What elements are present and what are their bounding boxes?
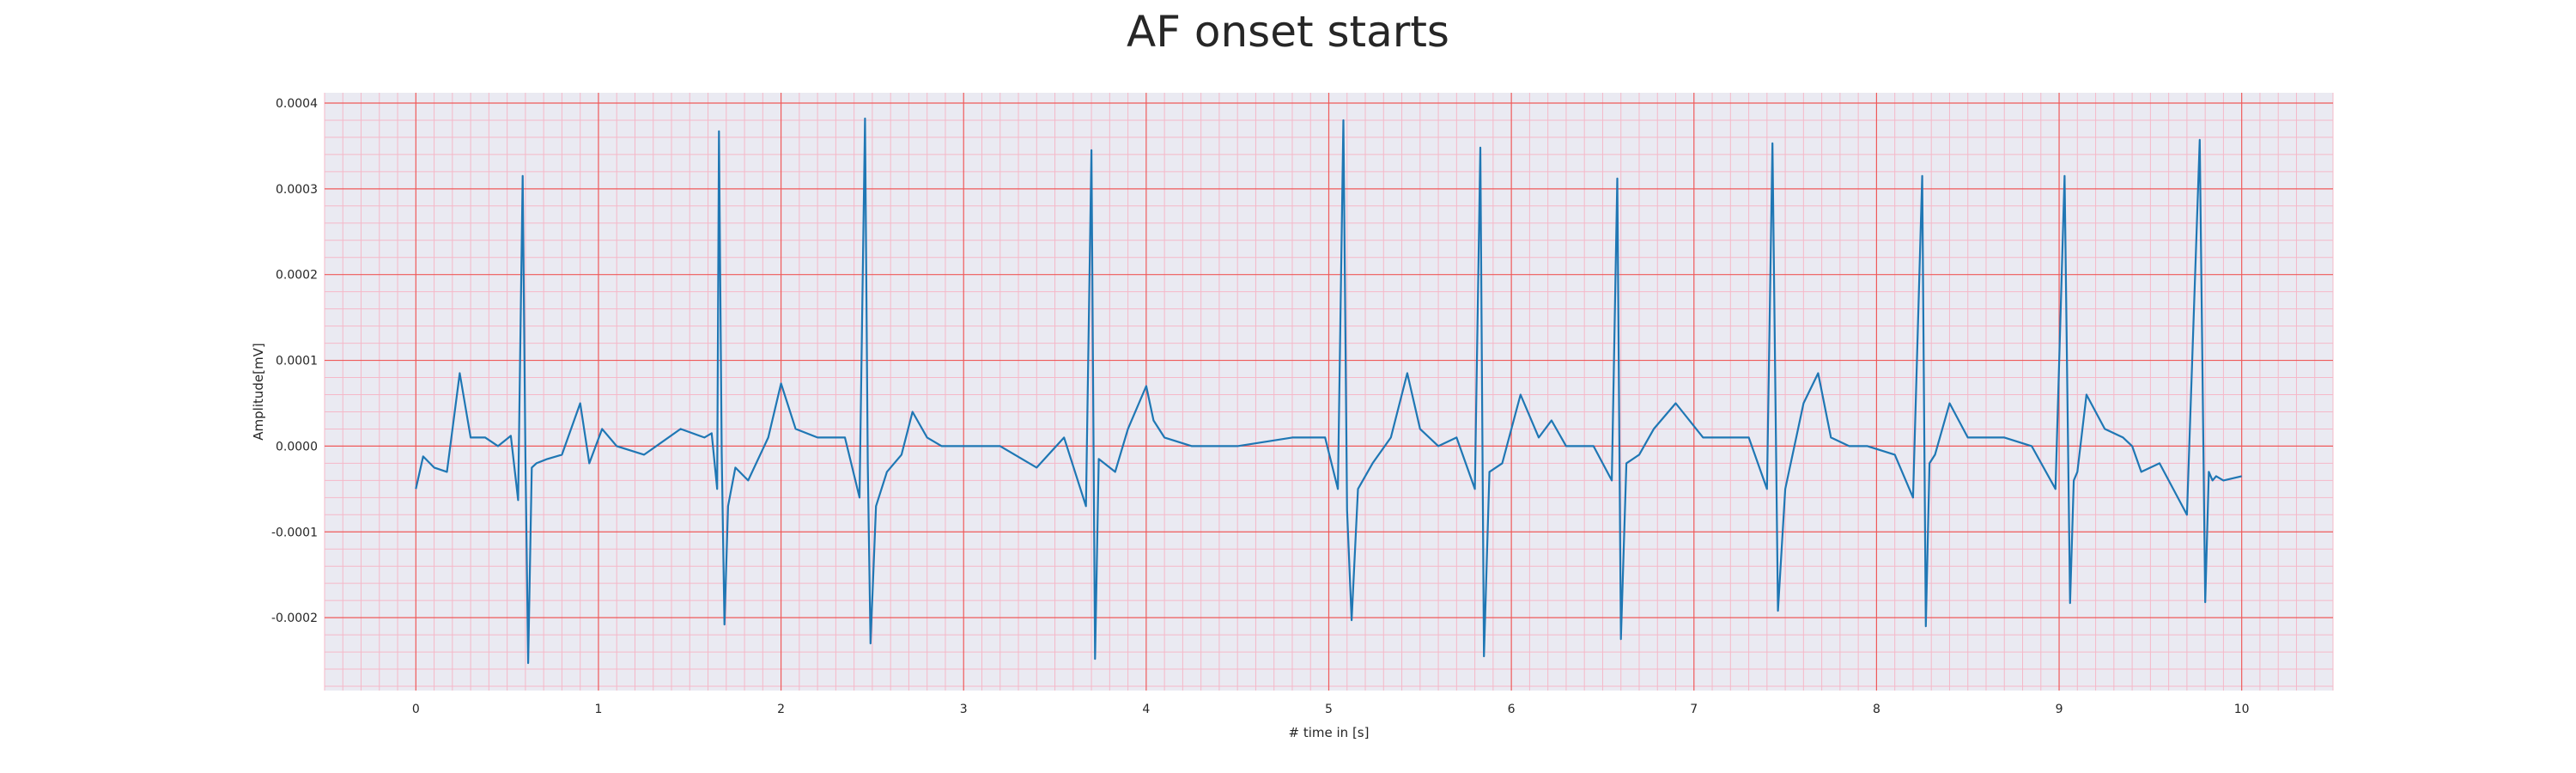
x-tick-label: 2 [777, 703, 785, 716]
x-tick-label: 4 [1142, 703, 1150, 716]
x-tick-label: 0 [412, 703, 420, 716]
y-tick-label: 0.0001 [276, 355, 318, 368]
y-axis-label: Amplitude[mV] [251, 343, 266, 440]
y-tick-label: 0.0003 [276, 183, 318, 197]
x-tick-label: 6 [1508, 703, 1516, 716]
x-tick-label: 10 [2234, 703, 2250, 716]
y-tick-label: 0.0000 [276, 440, 318, 453]
chart-title: AF onset starts [1127, 7, 1449, 57]
x-tick-label: 1 [594, 703, 602, 716]
y-tick-labels: -0.0002 -0.0001 0.0000 0.0001 0.0002 0.0003 0.… [271, 97, 318, 625]
y-tick-label: -0.0002 [271, 612, 318, 625]
ecg-signal-line [415, 117, 2242, 665]
x-tick-label: 7 [1690, 703, 1698, 716]
y-tick-label: -0.0001 [271, 526, 318, 539]
series-layer [415, 117, 2242, 665]
x-tick-label: 8 [1873, 703, 1880, 716]
x-tick-labels: 0 1 2 3 4 5 6 7 8 9 10 [412, 703, 2250, 716]
x-tick-label: 5 [1325, 703, 1333, 716]
y-tick-label: 0.0002 [276, 269, 318, 283]
x-tick-label: 9 [2056, 703, 2063, 716]
y-tick-label: 0.0004 [276, 97, 318, 111]
x-axis-label: # time in [s] [1289, 725, 1370, 740]
x-tick-label: 3 [960, 703, 968, 716]
